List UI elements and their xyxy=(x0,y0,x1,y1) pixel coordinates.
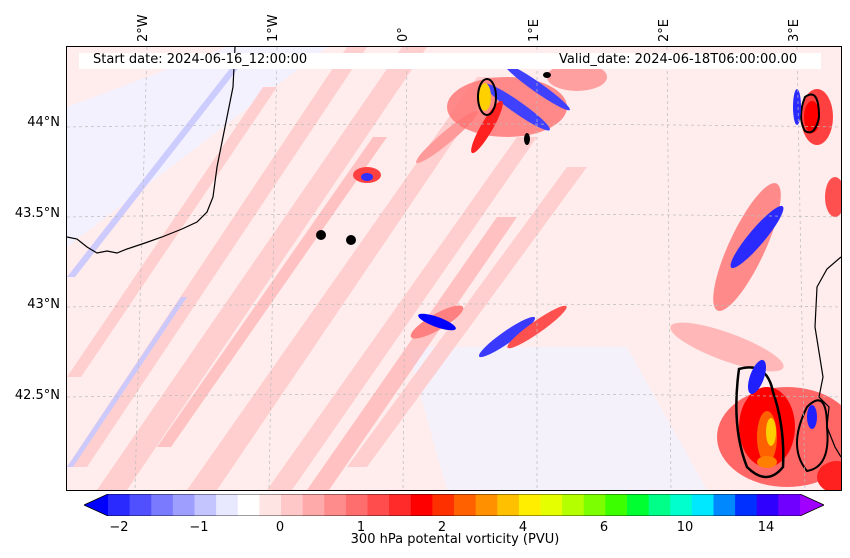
colorbar-tick: 10 xyxy=(676,520,694,535)
lon-label: 1°W xyxy=(266,14,281,42)
lat-label: 42.5°N xyxy=(14,388,60,403)
lon-label: 3°E xyxy=(787,19,802,42)
colorbar-swatch xyxy=(389,494,412,516)
colorbar-swatch xyxy=(216,494,239,516)
colorbar-swatch xyxy=(194,494,217,516)
map-panel: Start date: 2024-06-16_12:00:00 Valid_da… xyxy=(66,46,842,491)
colorbar-swatch xyxy=(410,494,433,516)
lon-label: 0° xyxy=(396,27,411,42)
colorbar-label: 300 hPa potental vorticity (PVU) xyxy=(350,532,560,547)
colorbar-swatch xyxy=(432,494,455,516)
colorbar-swatch xyxy=(367,494,390,516)
pv-field xyxy=(67,47,841,490)
valid-date: Valid_date: 2024-06-18T06:00:00.00 xyxy=(559,52,798,67)
colorbar-tick: 0 xyxy=(275,520,285,535)
lat-label: 43°N xyxy=(27,297,60,312)
lon-label: 2°W xyxy=(136,14,151,42)
colorbar-swatch xyxy=(281,494,304,516)
lon-label: 1°E xyxy=(527,19,542,42)
colorbar-swatch xyxy=(518,494,542,516)
colorbar-swatch xyxy=(627,494,650,516)
colorbar-swatch xyxy=(691,494,715,516)
colorbar-tick: 4 xyxy=(518,520,528,535)
colorbar-swatch xyxy=(735,494,758,516)
location-marker xyxy=(346,235,356,245)
start-date: Start date: 2024-06-16_12:00:00 xyxy=(93,52,308,67)
colorbar-swatch xyxy=(583,494,606,516)
colorbar-swatches xyxy=(83,493,825,517)
lat-label: 43.5°N xyxy=(14,206,60,221)
colorbar-swatch xyxy=(475,494,498,516)
colorbar-swatch xyxy=(237,494,260,516)
colorbar-swatch xyxy=(670,494,693,516)
colorbar-swatch xyxy=(345,494,369,516)
colorbar-swatch xyxy=(540,494,563,516)
lon-label: 2°E xyxy=(657,19,672,42)
colorbar-swatch xyxy=(454,494,477,516)
colorbar-tick: 2 xyxy=(437,520,447,535)
colorbar-swatch xyxy=(648,494,671,516)
colorbar-swatch xyxy=(713,494,736,516)
location-marker xyxy=(316,230,326,240)
colorbar-swatch xyxy=(259,494,282,516)
colorbar-extend-min xyxy=(84,494,108,516)
colorbar-tick: 14 xyxy=(757,520,775,535)
colorbar-swatch xyxy=(497,494,520,516)
colorbar-swatch xyxy=(605,494,628,516)
colorbar xyxy=(83,493,825,517)
colorbar-swatch xyxy=(562,494,585,516)
colorbar-tick: 1 xyxy=(356,520,366,535)
colorbar-tick: −2 xyxy=(109,520,129,535)
lat-label: 44°N xyxy=(27,115,60,130)
colorbar-extend-max xyxy=(800,494,824,516)
colorbar-swatch xyxy=(778,494,801,516)
colorbar-tick: 6 xyxy=(599,520,609,535)
colorbar-swatch xyxy=(108,494,131,516)
colorbar-swatch xyxy=(302,494,325,516)
colorbar-swatch xyxy=(172,494,196,516)
colorbar-swatch xyxy=(756,494,779,516)
colorbar-swatch xyxy=(129,494,152,516)
colorbar-swatch xyxy=(324,494,347,516)
colorbar-swatch xyxy=(151,494,174,516)
title-banner xyxy=(79,53,821,69)
colorbar-tick: −1 xyxy=(189,520,209,535)
